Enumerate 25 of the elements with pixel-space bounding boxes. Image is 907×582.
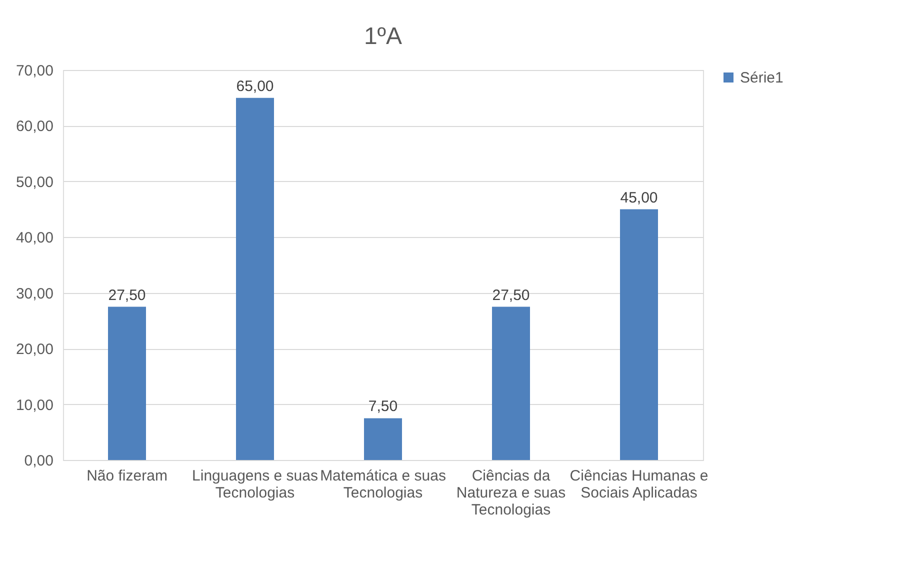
y-tick-label: 60,00 xyxy=(16,118,54,136)
x-tick-label: Não fizeram xyxy=(86,468,168,484)
data-label: 27,50 xyxy=(492,286,530,304)
y-tick-label: 50,00 xyxy=(16,174,54,191)
data-label: 27,50 xyxy=(108,286,146,304)
y-tick-label: 30,00 xyxy=(16,285,54,302)
y-tick-label: 10,00 xyxy=(16,396,54,414)
legend-label: Série1 xyxy=(740,70,784,86)
x-tick-label: Linguagens e suas Tecnologias xyxy=(192,468,318,502)
x-tick-label: Ciências Humanas e Sociais Aplicadas xyxy=(570,468,708,502)
data-label: 45,00 xyxy=(620,189,658,206)
y-tick-label: 20,00 xyxy=(16,341,54,358)
bar xyxy=(236,98,274,460)
bar xyxy=(492,306,530,460)
x-tick-label: Matemática e suas Tecnologias xyxy=(320,468,446,502)
y-tick-label: 40,00 xyxy=(16,230,54,247)
data-label: 65,00 xyxy=(236,78,274,95)
y-tick-label: 70,00 xyxy=(16,62,54,80)
bar xyxy=(364,418,402,460)
x-tick-label: Ciências da Natureza e suas Tecnologias xyxy=(456,468,566,518)
bar xyxy=(108,306,146,460)
bar xyxy=(620,209,658,460)
y-tick-label: 0,00 xyxy=(24,452,54,470)
data-label: 7,50 xyxy=(368,398,398,416)
chart-title: 1ºA xyxy=(364,23,402,50)
